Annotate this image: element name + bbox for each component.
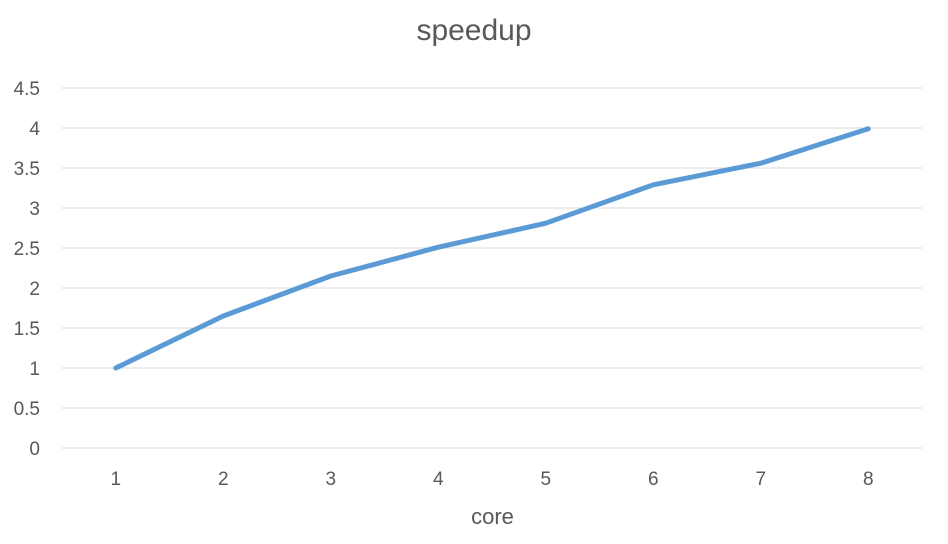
gridlines — [62, 87, 922, 449]
x-tick-label: 5 — [540, 469, 551, 490]
series-group — [113, 126, 871, 371]
y-tick-label: 1 — [29, 359, 40, 380]
y-tick-label: 4.5 — [14, 79, 40, 100]
y-tick-label: 2.5 — [14, 239, 40, 260]
x-tick-label: 4 — [433, 469, 444, 490]
x-tick-label: 8 — [863, 469, 874, 490]
y-tick-label: 3 — [29, 199, 40, 220]
x-tick-label: 6 — [648, 469, 659, 490]
x-tick-label: 1 — [110, 469, 121, 490]
y-tick-label: 0.5 — [14, 399, 40, 420]
x-axis-tick-labels: 1 2 3 4 5 6 7 8 — [110, 469, 873, 490]
x-axis-title: core — [471, 504, 514, 529]
y-tick-label: 4 — [29, 119, 40, 140]
x-tick-label: 2 — [218, 469, 229, 490]
x-tick-label: 7 — [755, 469, 766, 490]
x-tick-label: 3 — [325, 469, 336, 490]
y-tick-label: 2 — [29, 279, 40, 300]
y-axis-tick-labels: 0 0.5 1 1.5 2 2.5 3 3.5 4 4.5 — [14, 79, 41, 460]
y-tick-label: 3.5 — [14, 159, 40, 180]
series-line — [113, 126, 871, 371]
y-tick-label: 0 — [29, 439, 40, 460]
y-tick-label: 1.5 — [14, 319, 40, 340]
chart-title: speedup — [416, 14, 532, 47]
